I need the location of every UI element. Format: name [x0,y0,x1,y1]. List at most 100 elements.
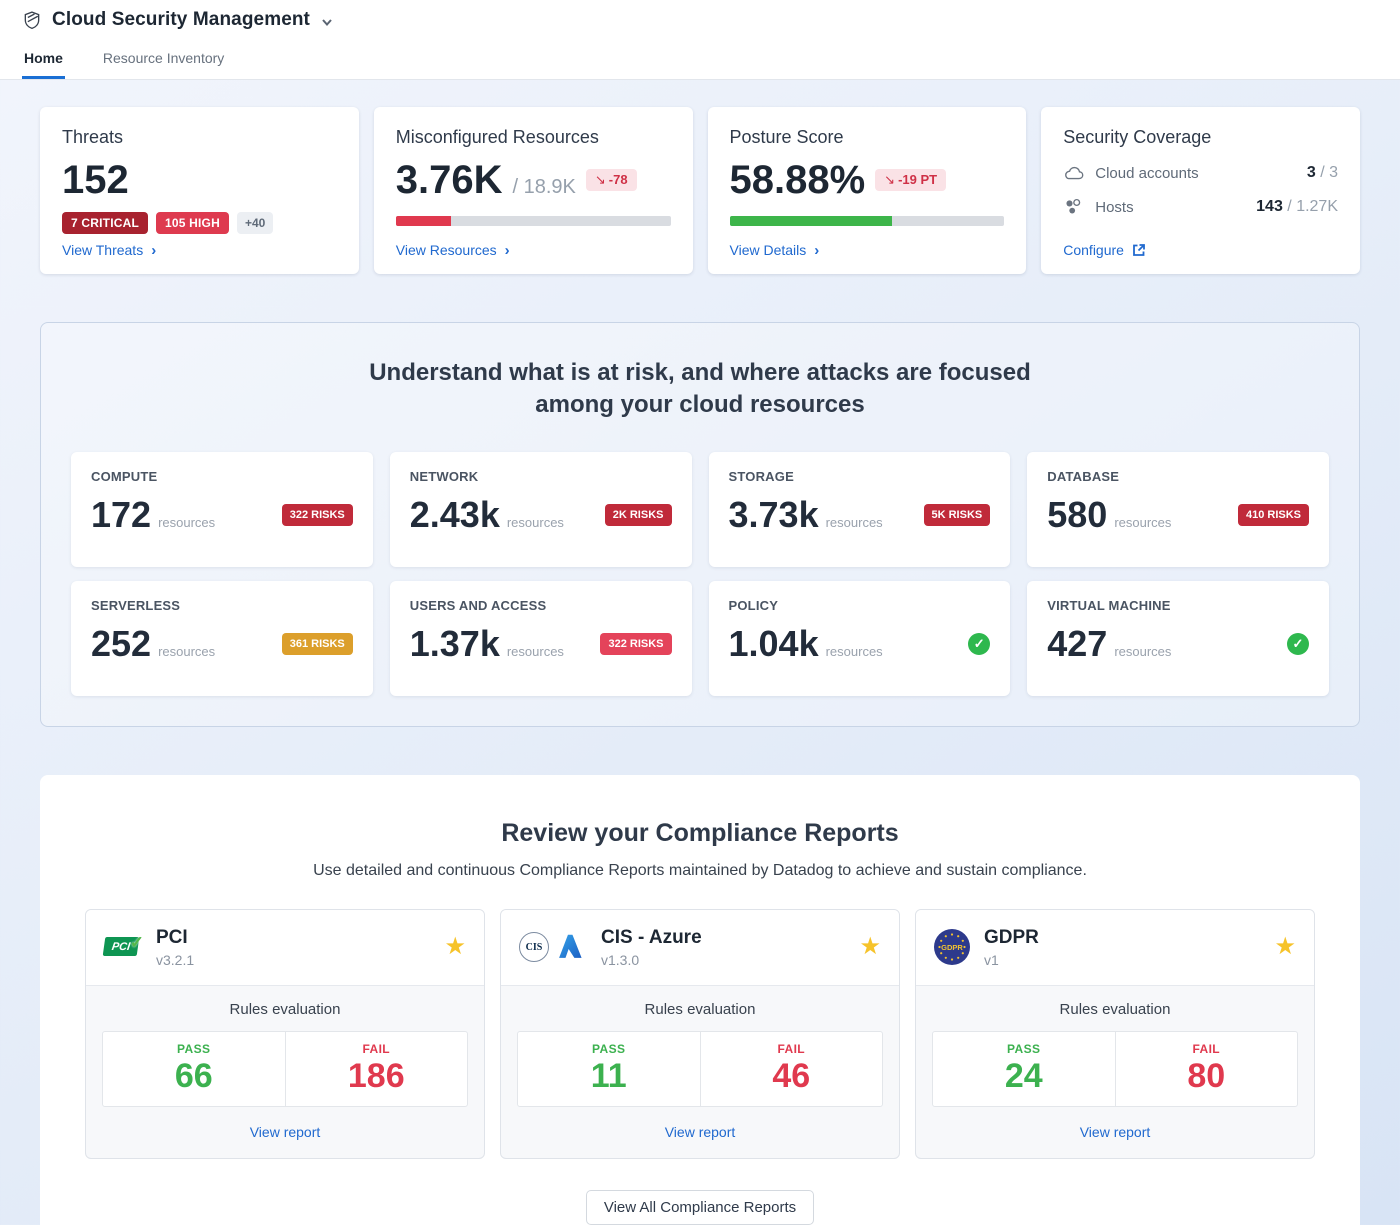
risk-resource-count: 580 [1047,497,1107,533]
posture-progress-fill [730,216,892,226]
risk-category-label: USERS AND ACCESS [410,598,672,613]
risk-count-badge: 5K RISKS [924,504,991,526]
favorite-star-icon[interactable]: ★ [859,935,881,959]
hosts-total: / 1.27K [1287,198,1338,215]
view-resources-label: View Resources [396,242,497,258]
check-circle-icon: ✓ [1287,633,1309,655]
fail-count: 186 [286,1059,468,1093]
chevron-down-icon[interactable] [320,15,334,29]
threats-card: Threats 152 7 CRITICAL 105 HIGH +40 View… [40,107,359,274]
risk-category-label: NETWORK [410,469,672,484]
pass-cell: PASS 66 [103,1032,285,1106]
compliance-panel: Review your Compliance Reports Use detai… [40,775,1360,1225]
misconfigured-resources-card: Misconfigured Resources 3.76K / 18.9K ↘-… [374,107,693,274]
hosts-value: 143 / 1.27K [1256,198,1338,216]
risk-category-label: STORAGE [729,469,991,484]
configure-link[interactable]: Configure [1063,242,1146,258]
rules-evaluation-label: Rules evaluation [501,986,899,1031]
risk-resource-count: 427 [1047,626,1107,662]
hosts-label: Hosts [1095,199,1133,216]
risk-title-line2: among your cloud resources [71,389,1329,421]
misconfigured-progress-fill [396,216,451,226]
misconfigured-title: Misconfigured Resources [396,127,671,148]
report-name: CIS - Azure [601,927,702,949]
cloud-accounts-row: Cloud accounts 3 / 3 [1063,164,1338,182]
risk-title-line1: Understand what is at risk, and where at… [71,357,1329,389]
risk-resource-count: 2.43k [410,497,500,533]
misconfigured-trend-value: -78 [609,172,628,187]
chevron-right-icon: › [505,243,510,258]
risk-count-badge: 410 RISKS [1238,504,1309,526]
misconfigured-values: 3.76K / 18.9K ↘-78 [396,160,671,200]
view-report-link[interactable]: View report [86,1107,484,1158]
view-details-link[interactable]: View Details › [730,242,820,258]
favorite-star-icon[interactable]: ★ [1274,935,1296,959]
risk-unit-label: resources [826,515,883,533]
risk-category-label: VIRTUAL MACHINE [1047,598,1309,613]
misconfigured-progress-track [396,216,671,226]
pass-count: 66 [103,1059,285,1093]
critical-badge: 7 CRITICAL [62,212,148,234]
cloud-accounts-label: Cloud accounts [1095,165,1198,182]
main-content: Threats 152 7 CRITICAL 105 HIGH +40 View… [0,80,1400,727]
tab-home[interactable]: Home [22,40,65,79]
risk-card-storage[interactable]: STORAGE 3.73k resources 5K RISKS [709,452,1011,567]
external-link-icon [1132,243,1146,257]
gdpr-eu-icon: GDPR [934,929,970,965]
fail-count: 80 [1116,1059,1298,1093]
risk-card-serverless[interactable]: SERVERLESS 252 resources 361 RISKS [71,581,373,696]
cloud-accounts-total: / 3 [1320,164,1338,181]
risk-resource-count: 3.73k [729,497,819,533]
view-threats-link[interactable]: View Threats › [62,242,156,258]
pass-fail-box: PASS 66 FAIL 186 [102,1031,468,1107]
pass-cell: PASS 11 [518,1032,700,1106]
configure-label: Configure [1063,242,1124,258]
risk-card-virtual-machine[interactable]: VIRTUAL MACHINE 427 resources ✓ [1027,581,1329,696]
report-name-block: PCI v3.2.1 [156,927,194,968]
threats-title: Threats [62,127,337,148]
misconfigured-total: / 18.9K [513,176,576,199]
favorite-star-icon[interactable]: ★ [444,935,466,959]
shield-icon [22,10,42,30]
risk-resource-count: 1.04k [729,626,819,662]
tab-resource-inventory[interactable]: Resource Inventory [101,40,226,79]
fail-label: FAIL [286,1042,468,1056]
trend-down-icon: ↘ [884,172,895,187]
risk-unit-label: resources [1114,515,1171,533]
posture-trend-badge: ↘-19 PT [875,169,946,191]
view-details-label: View Details [730,242,807,258]
report-header: PCI ✓ PCI v3.2.1 ★ [86,910,484,986]
risk-card-compute[interactable]: COMPUTE 172 resources 322 RISKS [71,452,373,567]
risk-card-policy[interactable]: POLICY 1.04k resources ✓ [709,581,1011,696]
pass-count: 11 [518,1059,700,1093]
misconfigured-trend-badge: ↘-78 [586,169,637,191]
gdpr-logo-text: GDPR [941,943,963,952]
fail-count: 46 [701,1059,883,1093]
risk-count-badge: 322 RISKS [282,504,353,526]
risk-overview-panel: Understand what is at risk, and where at… [40,322,1360,727]
tab-bar: Home Resource Inventory [0,40,1400,80]
pci-check-icon: ✓ [130,933,144,953]
view-resources-link[interactable]: View Resources › [396,242,510,258]
fail-label: FAIL [1116,1042,1298,1056]
summary-cards-row: Threats 152 7 CRITICAL 105 HIGH +40 View… [40,107,1360,274]
rules-evaluation-label: Rules evaluation [916,986,1314,1031]
risk-unit-label: resources [1114,644,1171,662]
rules-evaluation-label: Rules evaluation [86,986,484,1031]
view-all-compliance-reports-button[interactable]: View All Compliance Reports [586,1190,814,1225]
risk-card-database[interactable]: DATABASE 580 resources 410 RISKS [1027,452,1329,567]
pass-fail-box: PASS 11 FAIL 46 [517,1031,883,1107]
compliance-reports-row: PCI ✓ PCI v3.2.1 ★ Rules evaluation PASS… [40,909,1360,1159]
view-report-link[interactable]: View report [501,1107,899,1158]
risk-card-network[interactable]: NETWORK 2.43k resources 2K RISKS [390,452,692,567]
fail-cell: FAIL 46 [700,1032,883,1106]
pass-label: PASS [933,1042,1115,1056]
report-name-block: CIS - Azure v1.3.0 [601,927,702,968]
view-report-link[interactable]: View report [916,1107,1314,1158]
risk-card-users-and-access[interactable]: USERS AND ACCESS 1.37k resources 322 RIS… [390,581,692,696]
misconfigured-count: 3.76K [396,160,503,200]
app-header: Cloud Security Management [0,0,1400,40]
pci-logo: PCI ✓ [104,934,142,960]
report-name: GDPR [984,927,1039,949]
risk-unit-label: resources [158,515,215,533]
